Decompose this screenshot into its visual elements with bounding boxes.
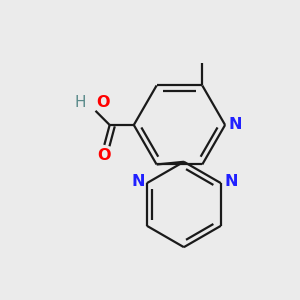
- Text: O: O: [96, 94, 110, 110]
- Text: N: N: [229, 118, 242, 133]
- Text: O: O: [98, 148, 111, 163]
- Text: H: H: [74, 94, 86, 110]
- Text: N: N: [132, 174, 146, 189]
- Text: N: N: [224, 174, 238, 189]
